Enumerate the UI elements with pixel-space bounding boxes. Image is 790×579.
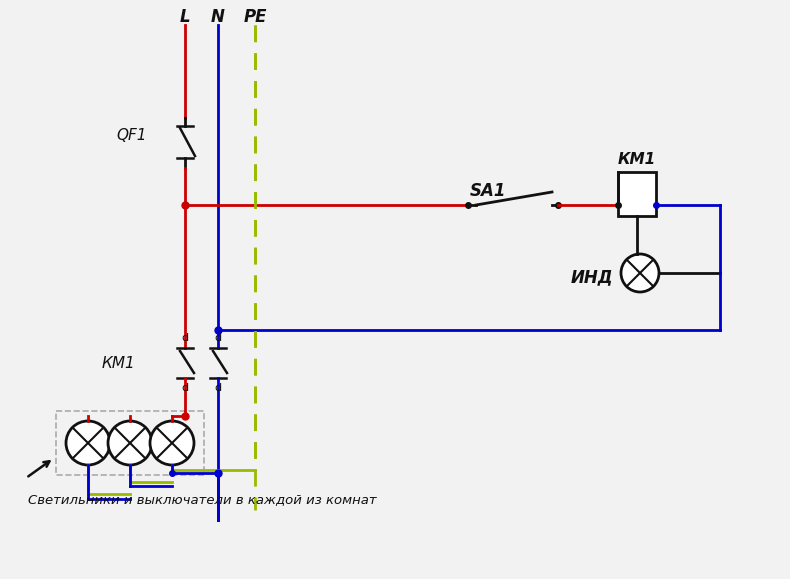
Circle shape bbox=[621, 254, 659, 292]
Text: Светильники и выключатели в каждой из комнат: Светильники и выключатели в каждой из ко… bbox=[28, 493, 377, 506]
Text: КМ1: КМ1 bbox=[101, 356, 135, 371]
Text: N: N bbox=[211, 8, 225, 26]
Text: КМ1: КМ1 bbox=[618, 152, 656, 167]
Text: PE: PE bbox=[243, 8, 267, 26]
Text: QF1: QF1 bbox=[116, 127, 147, 142]
Text: d: d bbox=[182, 383, 189, 393]
Circle shape bbox=[108, 421, 152, 465]
Text: d: d bbox=[182, 333, 189, 343]
Text: SA1: SA1 bbox=[470, 182, 506, 200]
Text: L: L bbox=[179, 8, 190, 26]
Text: d: d bbox=[214, 383, 221, 393]
Bar bbox=[56, 411, 204, 475]
Circle shape bbox=[150, 421, 194, 465]
Bar bbox=[618, 172, 656, 216]
Circle shape bbox=[66, 421, 110, 465]
Text: d: d bbox=[214, 333, 221, 343]
Text: ИНД: ИНД bbox=[570, 268, 613, 286]
